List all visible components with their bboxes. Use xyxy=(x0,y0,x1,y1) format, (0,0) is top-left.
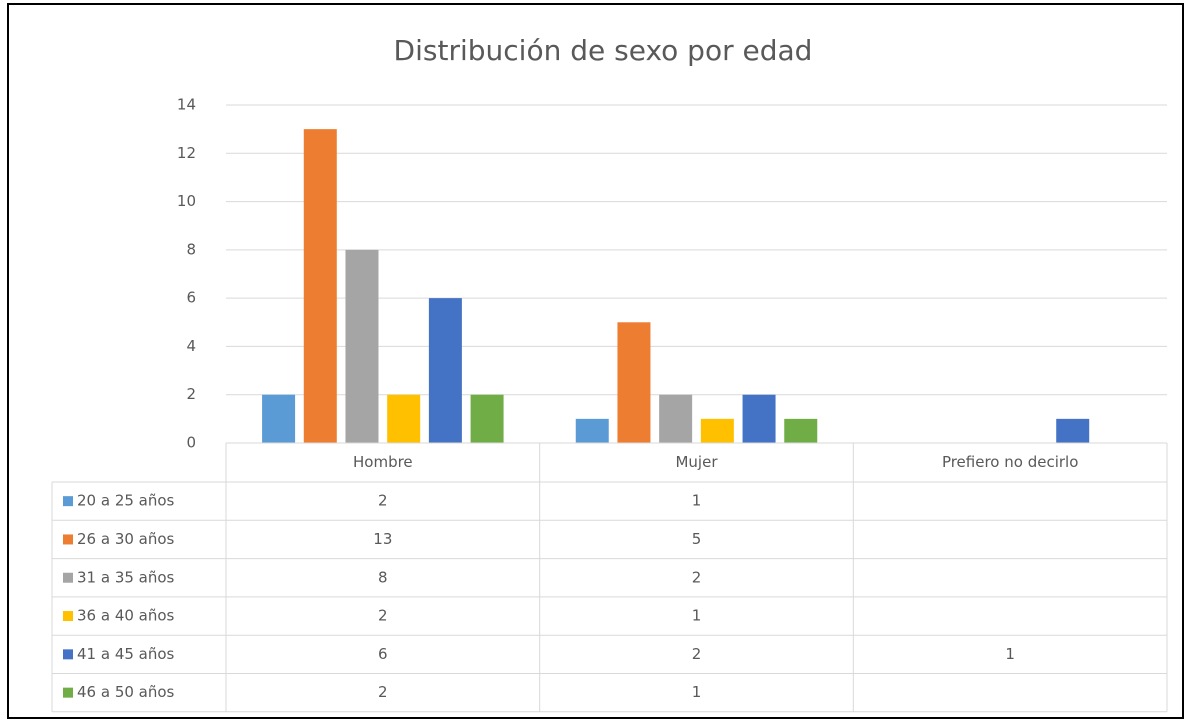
bar xyxy=(575,418,609,443)
chart-title: Distribución de sexo por edad xyxy=(394,34,813,67)
legend-swatch xyxy=(63,687,73,698)
bar xyxy=(742,394,776,443)
table-value: 13 xyxy=(373,530,392,548)
table-value: 2 xyxy=(692,645,702,663)
y-tick-label: 0 xyxy=(186,434,196,452)
bar xyxy=(303,129,337,443)
table-value: 6 xyxy=(378,645,388,663)
chart-border xyxy=(7,3,1184,719)
legend-swatch xyxy=(63,649,73,660)
legend-label: 20 a 25 años xyxy=(77,492,175,510)
table-value: 1 xyxy=(692,683,702,701)
legend-swatch xyxy=(63,496,73,507)
table-value: 2 xyxy=(692,568,702,586)
bar xyxy=(387,394,421,443)
y-tick-label: 14 xyxy=(177,96,196,114)
legend-label: 31 a 35 años xyxy=(77,568,175,586)
table-value: 5 xyxy=(692,530,702,548)
table-value: 1 xyxy=(1005,645,1015,663)
x-tick-label: Mujer xyxy=(675,453,718,471)
bar xyxy=(428,298,462,443)
table-value: 2 xyxy=(378,683,388,701)
y-tick-label: 4 xyxy=(186,337,196,355)
y-tick-label: 2 xyxy=(186,385,196,403)
bar xyxy=(262,394,296,443)
table-value: 1 xyxy=(692,492,702,510)
y-tick-label: 10 xyxy=(177,192,196,210)
table-value: 8 xyxy=(378,568,388,586)
bar xyxy=(1056,418,1090,443)
bar xyxy=(784,418,818,443)
legend-label: 41 a 45 años xyxy=(77,645,175,663)
bar xyxy=(345,249,379,443)
bar xyxy=(700,418,734,443)
x-tick-label: Prefiero no decirlo xyxy=(942,453,1078,471)
legend-label: 26 a 30 años xyxy=(77,530,175,548)
legend-label: 46 a 50 años xyxy=(77,683,175,701)
bar xyxy=(617,322,651,443)
table-value: 2 xyxy=(378,607,388,625)
y-tick-label: 8 xyxy=(186,240,196,258)
legend-swatch xyxy=(63,572,73,583)
bar xyxy=(470,394,504,443)
y-tick-label: 12 xyxy=(177,144,196,162)
table-value: 1 xyxy=(692,607,702,625)
bar xyxy=(659,394,693,443)
legend-swatch xyxy=(63,611,73,622)
legend-swatch xyxy=(63,534,73,545)
x-tick-label: Hombre xyxy=(353,453,413,471)
y-tick-label: 6 xyxy=(186,289,196,307)
table-value: 2 xyxy=(378,492,388,510)
legend-label: 36 a 40 años xyxy=(77,607,175,625)
